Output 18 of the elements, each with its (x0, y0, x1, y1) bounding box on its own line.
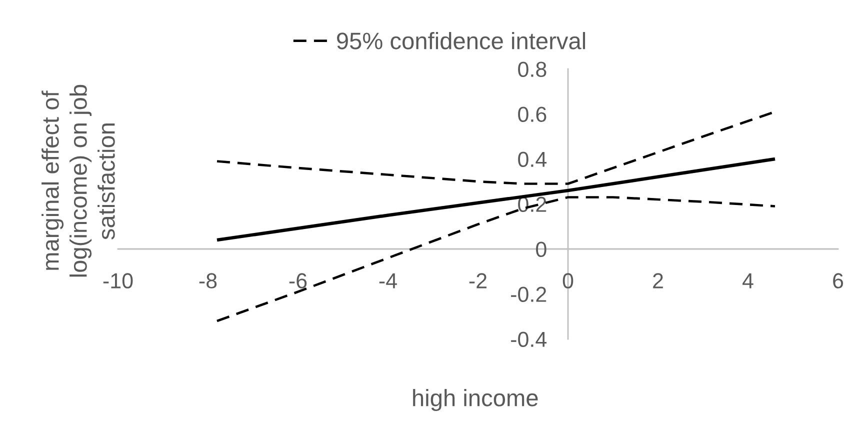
x-tick-label: -4 (379, 273, 397, 288)
y-tick-label: -0.2 (511, 286, 546, 302)
legend-label: 95% confidence interval (337, 32, 586, 50)
y-tick-label: -0.4 (511, 332, 547, 348)
x-tick-label: 0 (562, 273, 574, 288)
y-tick-label: 0.4 (518, 152, 547, 168)
y-tick-label: 0.6 (518, 106, 546, 122)
y-tick-label: 0 (536, 242, 546, 258)
x-axis-title: high income (413, 389, 538, 412)
x-tick-label: 2 (653, 273, 663, 288)
x-tick-label: -6 (289, 273, 307, 288)
x-tick-label: 4 (742, 273, 754, 288)
y-tick-label: 0.8 (518, 62, 546, 78)
x-tick-label: -8 (199, 273, 217, 288)
x-tick-label: -10 (103, 273, 133, 288)
x-tick-label: -2 (469, 273, 486, 288)
line-series (216, 196, 776, 322)
x-tick-label: 6 (833, 273, 844, 288)
